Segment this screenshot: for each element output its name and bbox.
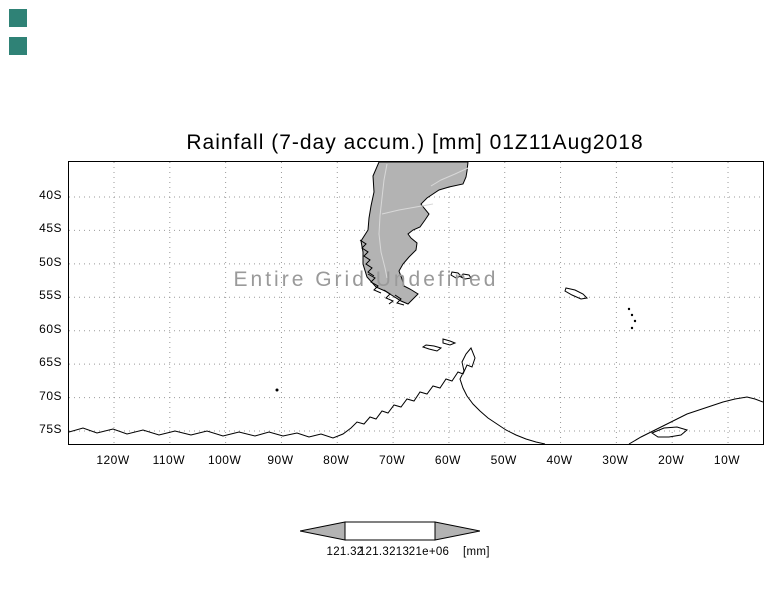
lon-tick-label: 40W bbox=[546, 453, 573, 467]
colorbar-tick-label: 21e+06 bbox=[408, 546, 450, 558]
plot-title: Rainfall (7-day accum.) [mm] 01Z11Aug201… bbox=[186, 131, 644, 154]
lat-tick-label: 70S bbox=[39, 388, 62, 403]
lon-tick-label: 60W bbox=[434, 453, 461, 467]
colorbar-mid-segment bbox=[344, 521, 436, 541]
lat-tick-label: 55S bbox=[39, 288, 62, 303]
lon-tick-label: 90W bbox=[267, 453, 294, 467]
lat-tick-label: 60S bbox=[39, 321, 62, 336]
lon-tick-label: 80W bbox=[323, 453, 350, 467]
south-shetland-islands bbox=[421, 338, 457, 352]
south-georgia-island bbox=[564, 287, 589, 300]
lon-tick-label: 110W bbox=[152, 453, 186, 467]
colorbar-left-arrow bbox=[300, 521, 346, 541]
lat-tick-label: 45S bbox=[39, 221, 62, 236]
lat-tick-label: 40S bbox=[39, 188, 62, 202]
berkner-island bbox=[650, 426, 689, 438]
lon-tick-label: 20W bbox=[658, 453, 685, 467]
lon-tick-label: 30W bbox=[602, 453, 629, 467]
lat-tick-label: 50S bbox=[39, 254, 62, 269]
antarctic-coastline bbox=[69, 347, 546, 444]
peter-i-island bbox=[275, 388, 279, 392]
teal-square-icon bbox=[9, 37, 27, 55]
coats-land-coastline bbox=[628, 396, 763, 444]
gridlines bbox=[69, 162, 763, 444]
lon-tick-label: 10W bbox=[713, 453, 741, 467]
falkland-islands bbox=[450, 271, 472, 280]
lat-tick-label: 65S bbox=[39, 355, 62, 370]
colorbar-tick-label: 121.3213 bbox=[358, 546, 410, 558]
map-canvas bbox=[69, 162, 763, 444]
interior-border-lines bbox=[378, 163, 469, 279]
lon-tick-label: 50W bbox=[490, 453, 517, 467]
teal-square-icon bbox=[9, 9, 27, 27]
grid-undefined-message: Entire Grid Undefined bbox=[233, 268, 499, 291]
map-plot-area: Entire Grid Undefined bbox=[68, 161, 764, 445]
lon-tick-label: 70W bbox=[379, 453, 406, 467]
fjord-island-coastlines bbox=[359, 239, 405, 306]
lon-tick-label: 120W bbox=[96, 453, 130, 467]
colorbar-tick-label: 121.32 bbox=[326, 546, 364, 558]
south-sandwich-islands bbox=[627, 307, 637, 330]
lat-tick-label: 75S bbox=[39, 422, 62, 436]
lon-tick-label: 100W bbox=[207, 453, 242, 467]
colorbar-right-arrow bbox=[434, 521, 480, 541]
colorbar bbox=[300, 521, 480, 541]
colorbar-unit-label: [mm] bbox=[463, 546, 490, 558]
